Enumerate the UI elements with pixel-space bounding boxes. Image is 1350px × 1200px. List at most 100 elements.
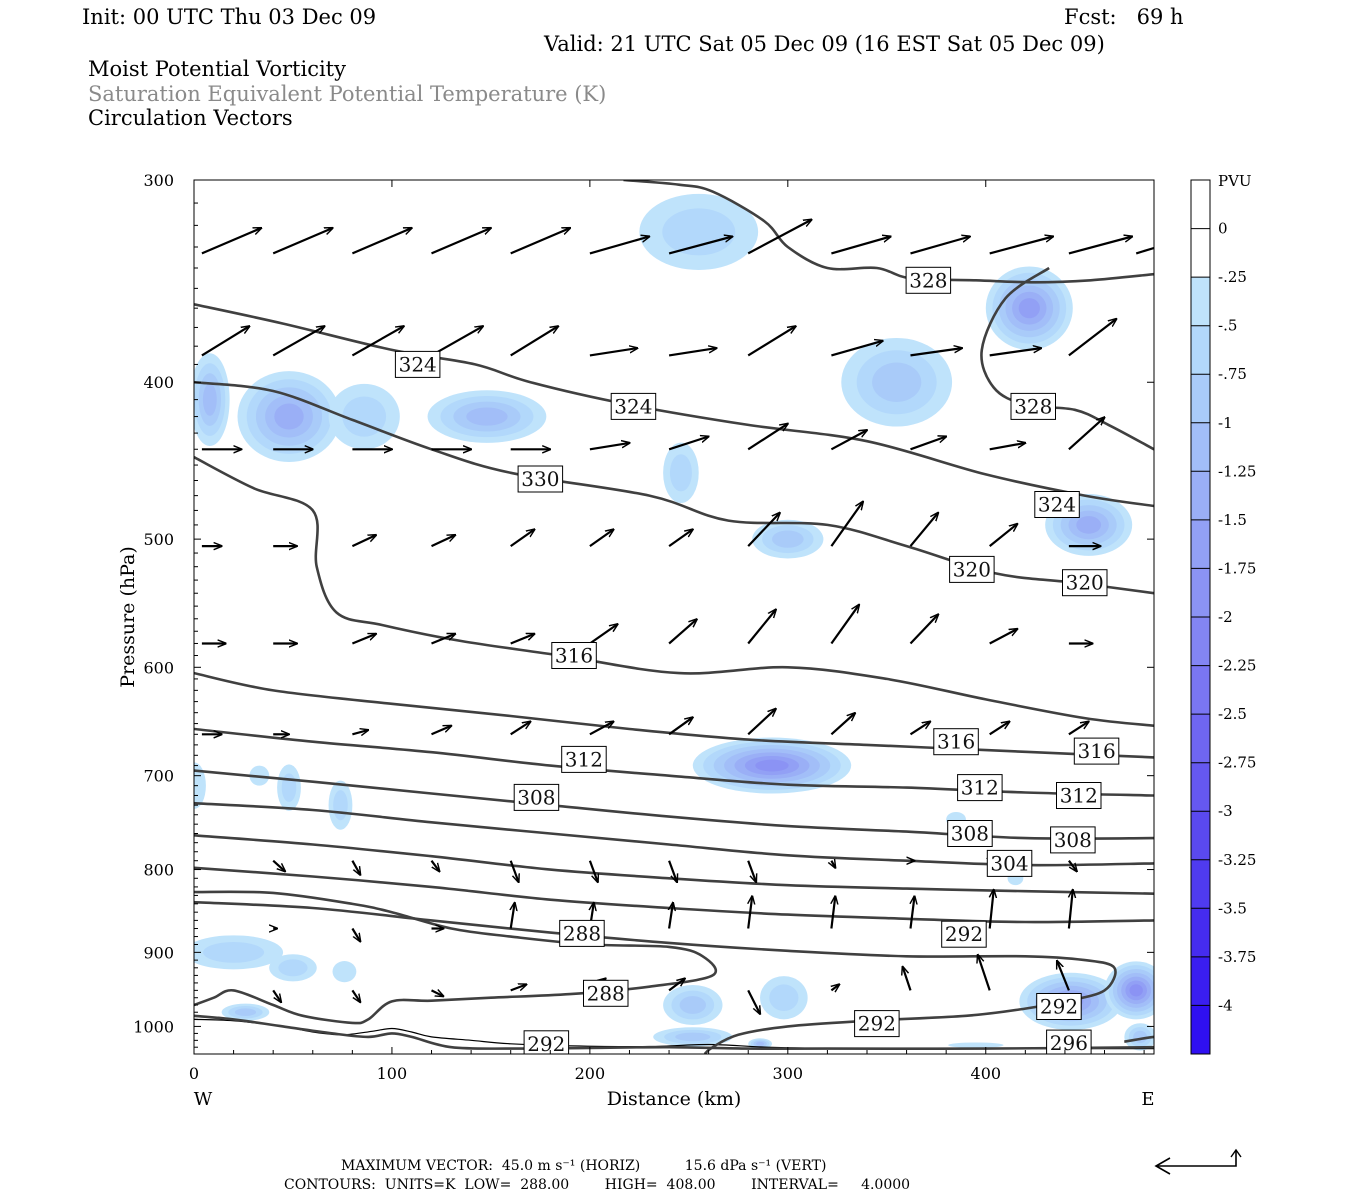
pv-colorbar: PVU 0 -.25 -.5 -.75 -1 -1.25 -1.5 -1.75 -2 -2.25 -2… <box>1190 172 1256 1055</box>
colorbar-label: -3 <box>1218 802 1233 820</box>
circulation-vector <box>589 348 638 357</box>
y-tick-label: 600 <box>143 658 174 677</box>
contour-line <box>194 769 1154 840</box>
contour-label: 292 <box>523 1030 570 1054</box>
contour-line <box>194 900 1117 1054</box>
circulation-vector <box>352 730 368 734</box>
contour-label-text: 328 <box>909 268 947 292</box>
pv-region <box>342 396 387 437</box>
circulation-vector <box>509 860 519 882</box>
contour-line <box>194 380 1154 595</box>
pv-region <box>278 959 308 977</box>
contour-label-text: 312 <box>565 747 603 771</box>
plot-frame <box>193 179 1155 1055</box>
contour-label-box <box>933 728 979 756</box>
circulation-vector <box>1068 319 1117 357</box>
circulation-vector <box>431 726 452 736</box>
circulation-vector <box>589 529 614 547</box>
circulation-vector <box>431 228 491 255</box>
circulation-vector <box>272 859 285 872</box>
pv-region <box>466 407 508 426</box>
circulation-vector <box>351 989 360 1002</box>
pv-region <box>333 790 348 821</box>
x-tick-label: 300 <box>773 1064 804 1083</box>
colorbar-label: -2.5 <box>1218 705 1247 723</box>
colorbar-title: PVU <box>1218 172 1252 190</box>
y-axis-label: Pressure (hPa) <box>117 546 139 688</box>
circulation-vector <box>1069 890 1073 929</box>
contour-label: 312 <box>561 745 607 773</box>
colorbar-swatch <box>1191 422 1210 472</box>
contour-label: 324 <box>394 350 441 378</box>
contour-label: 288 <box>559 919 605 947</box>
contour-label: 296 <box>1046 1029 1092 1054</box>
pv-region <box>756 1041 765 1046</box>
circulation-vector <box>272 989 281 1002</box>
circulation-vector <box>910 237 970 255</box>
circulation-vector <box>1135 246 1154 255</box>
contour-label-text: 316 <box>937 730 975 754</box>
contour-label-box <box>949 555 995 583</box>
circulation-vector <box>431 990 444 996</box>
contour-label-text: 304 <box>990 851 1028 875</box>
x-tick-label: 200 <box>575 1064 606 1083</box>
contour-label: 292 <box>941 920 987 948</box>
circulation-vector <box>668 437 709 451</box>
circulation-vector <box>1068 237 1132 255</box>
colorbar-label: -.75 <box>1218 365 1247 383</box>
circulation-vector <box>351 927 360 942</box>
pv-region <box>769 984 799 1012</box>
pv-region <box>1018 298 1040 319</box>
contour-label: 316 <box>1073 737 1120 765</box>
contour-label-text: 292 <box>1040 995 1078 1019</box>
circulation-vector <box>978 955 991 991</box>
contour-label-box <box>1046 1029 1092 1054</box>
contour-label: 320 <box>949 555 995 583</box>
y-tick-label: 800 <box>143 861 174 880</box>
y-tick-label: 300 <box>143 171 174 190</box>
colorbar-label: -.25 <box>1218 268 1247 286</box>
colorbar-label: -2.25 <box>1218 657 1256 675</box>
contour-label: 308 <box>947 820 993 847</box>
pv-region <box>274 403 304 430</box>
y-tick-label: 400 <box>143 373 174 392</box>
colorbar-label: -1 <box>1218 414 1233 432</box>
circulation-vector <box>511 903 515 929</box>
colorbar-swatch <box>1191 714 1210 764</box>
colorbar-label: -1.75 <box>1218 559 1256 577</box>
colorbar-label: -3.5 <box>1218 899 1247 917</box>
contour-label: 324 <box>1034 491 1080 518</box>
x-axis-label: Distance (km) <box>607 1088 742 1110</box>
circulation-vector <box>989 722 1010 736</box>
contour-label-text: 292 <box>858 1012 896 1036</box>
contour-label-text: 308 <box>517 785 555 809</box>
contour-label: 312 <box>957 774 1003 802</box>
init-time: Init: 00 UTC Thu 03 Dec 09 <box>82 5 377 29</box>
circulation-vector <box>668 237 732 255</box>
contour-label: 292 <box>1036 993 1082 1020</box>
pv-region <box>281 773 297 802</box>
circulation-vector <box>510 722 531 736</box>
circulation-vector <box>909 614 939 645</box>
circulation-vector <box>909 513 939 547</box>
field-title-vectors: Circulation Vectors <box>88 106 293 130</box>
axes: 300 400 500 600 700 800 900 1000 0 100 200 300 400 <box>133 171 1154 1083</box>
contour-line <box>623 180 1154 284</box>
contour-line <box>194 1014 1154 1050</box>
colorbar-label: -.5 <box>1218 317 1237 335</box>
circulation-vector <box>510 529 535 548</box>
circulation-vector <box>431 634 456 645</box>
circulation-vector <box>201 326 250 357</box>
circulation-vector <box>747 424 788 451</box>
colorbar-label: -2 <box>1218 608 1233 626</box>
pv-region <box>203 941 265 963</box>
contour-label: 330 <box>517 465 564 493</box>
circulation-vector <box>909 722 931 736</box>
colorbar-swatch <box>1191 665 1210 715</box>
circulation-vector <box>589 443 630 451</box>
colorbar-label: -1.25 <box>1218 462 1256 480</box>
pv-region <box>194 762 206 810</box>
reference-vector-icon <box>1154 1148 1242 1175</box>
colorbar-swatch <box>1191 811 1210 861</box>
